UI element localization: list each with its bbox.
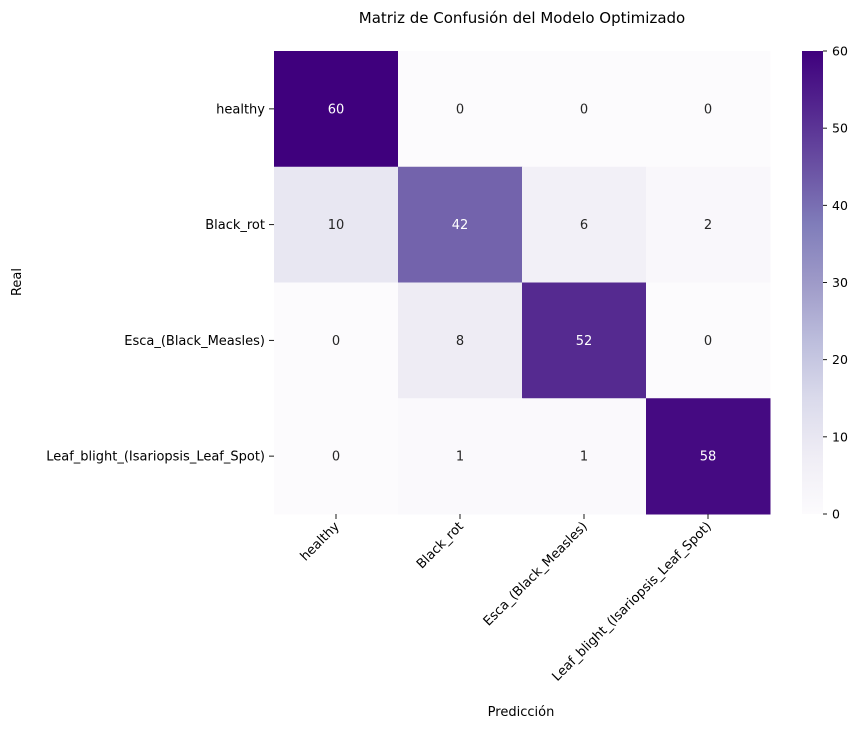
colorbar-tick-label: 30	[832, 275, 848, 290]
heatmap-cell	[522, 282, 647, 399]
colorbar-tick-label: 20	[832, 352, 848, 367]
heatmap-cell	[646, 282, 771, 399]
y-tick-label: healthy	[216, 102, 265, 117]
colorbar-tick-label: 60	[832, 44, 848, 59]
cell-value-label: 8	[456, 334, 464, 349]
cell-value-label: 6	[580, 218, 588, 233]
colorbar-tick-label: 10	[832, 429, 848, 444]
cell-value-label: 60	[328, 102, 345, 117]
heatmap-cell	[274, 282, 399, 399]
cell-value-label: 0	[332, 450, 340, 465]
heatmap-cell	[274, 166, 399, 283]
heatmap-cells	[274, 51, 771, 515]
x-axis-label: Predicción	[488, 705, 555, 720]
heatmap-cell	[274, 398, 399, 515]
colorbar-tick-label: 50	[832, 121, 848, 136]
heatmap-cell	[398, 282, 523, 399]
y-tick-label: Leaf_blight_(Isariopsis_Leaf_Spot)	[46, 450, 265, 465]
x-axis-ticks: healthy Black_rot Esca_(Black_Measles)Leaf…	[298, 514, 715, 685]
cell-value-label: 10	[328, 218, 345, 233]
colorbar-tick-label: 0	[832, 507, 840, 522]
chart-title: Matriz de Confusión del Modelo Optimizad…	[359, 9, 685, 27]
heatmap-cell	[646, 398, 771, 515]
heatmap-cell	[522, 398, 647, 515]
heatmap-cell	[274, 51, 399, 168]
cell-value-label: 0	[456, 102, 464, 117]
heatmap-cell-labels: 60 0 0 0 10 42 6 2 0 8 52 0 0 1 1 58	[328, 102, 717, 464]
cell-value-label: 0	[704, 102, 712, 117]
heatmap-cell	[646, 51, 771, 168]
x-tick-label: healthy	[298, 519, 343, 564]
cell-value-label: 58	[700, 450, 717, 465]
cell-value-label: 0	[332, 334, 340, 349]
y-axis-label: Real	[10, 268, 25, 296]
heatmap-cell	[398, 51, 523, 168]
heatmap-cell	[398, 398, 523, 515]
colorbar-ticks: 0 10 20 30 40 50 60	[823, 44, 848, 522]
heatmap-cell	[522, 166, 647, 283]
cell-value-label: 2	[704, 218, 712, 233]
y-tick-label: Black_rot	[205, 218, 265, 233]
cell-value-label: 1	[456, 450, 464, 465]
cell-value-label: 52	[576, 334, 593, 349]
heatmap-cell	[646, 166, 771, 283]
heatmap-cell	[398, 166, 523, 283]
cell-value-label: 0	[704, 334, 712, 349]
x-tick-label: Black_rot	[414, 519, 467, 572]
colorbar	[802, 51, 823, 514]
colorbar-tick-label: 40	[832, 198, 848, 213]
cell-value-label: 42	[452, 218, 469, 233]
cell-value-label: 1	[580, 450, 588, 465]
x-tick-label: Esca_(Black_Measles)	[481, 519, 591, 629]
heatmap-cell	[522, 51, 647, 168]
y-tick-label: Esca_(Black_Measles)	[124, 334, 265, 349]
y-axis-ticks: healthy Black_rot Esca_(Black_Measles) Leaf…	[46, 102, 274, 465]
cell-value-label: 0	[580, 102, 588, 117]
